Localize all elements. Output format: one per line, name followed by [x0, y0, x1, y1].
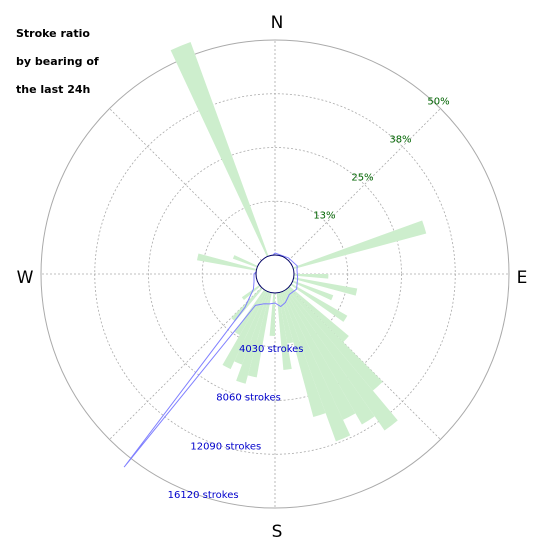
- strokes-tick-label: 12090 strokes: [190, 441, 261, 452]
- tick-labels: 13% 25% 38% 50% 4030 strokes 8060 strokes 1209…: [168, 97, 450, 502]
- ratio-sector: [234, 291, 269, 365]
- ratio-tick-label: 25%: [351, 173, 373, 184]
- strokes-series: [123, 252, 299, 468]
- ratio-sector: [279, 291, 326, 417]
- ratio-sector: [170, 41, 269, 257]
- ratio-sector: [284, 289, 375, 425]
- ratio-sector: [197, 253, 257, 271]
- ratio-sector: [222, 290, 267, 370]
- ratio-sector: [292, 220, 427, 270]
- title-line-1: Stroke ratio: [16, 27, 90, 40]
- ratio-sector: [276, 292, 292, 371]
- ratio-sector: [290, 283, 348, 322]
- outer-ring: [40, 39, 510, 509]
- ratio-tick-label: 38%: [389, 135, 411, 146]
- title-line-3: the last 24h: [16, 83, 91, 96]
- ratio-sector: [247, 292, 272, 378]
- grid-ring: [148, 147, 402, 401]
- strokes-tick-label: 8060 strokes: [216, 393, 281, 404]
- ratio-sector: [293, 274, 329, 279]
- ratio-sector: [293, 277, 358, 296]
- ratio-sector: [236, 291, 271, 384]
- ratio-sector: [241, 284, 261, 301]
- ratio-sector: [288, 286, 349, 343]
- ratio-sector: [287, 287, 383, 391]
- strokes-line: [123, 252, 299, 468]
- ratio-tick-label: 13%: [313, 211, 335, 222]
- chart-title: Stroke ratio by bearing of the last 24h: [16, 13, 99, 111]
- ratio-sector: [232, 255, 258, 268]
- ratio-sector: [292, 280, 334, 301]
- ratio-sector: [231, 287, 263, 322]
- compass-north-label: N: [271, 13, 284, 33]
- center-circle: [255, 254, 295, 294]
- strokes-tick-label: 4030 strokes: [239, 344, 304, 355]
- ratio-tick-label: 50%: [427, 97, 449, 108]
- compass-south-label: S: [272, 522, 283, 542]
- title-line-2: by bearing of: [16, 55, 99, 68]
- grid-spoke: [288, 108, 441, 261]
- compass-west-label: W: [17, 268, 34, 288]
- ratio-sector: [283, 290, 356, 420]
- ratio-sectors: [170, 41, 427, 442]
- ratio-sector: [285, 288, 398, 431]
- strokes-tick-label: 16120 strokes: [168, 490, 239, 501]
- ratio-sector: [281, 291, 351, 442]
- compass-east-label: E: [517, 268, 528, 288]
